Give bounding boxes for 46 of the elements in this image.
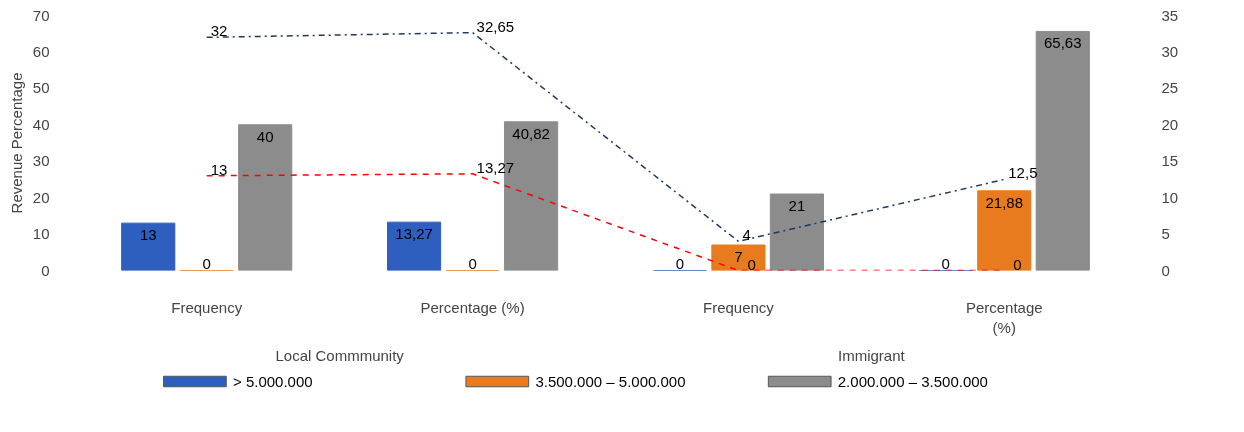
x-tick-label: Percentage (%) [965, 298, 1043, 336]
y-tick-label: 30 [32, 152, 50, 170]
data-label: 21 [788, 197, 806, 214]
data-label: 7 [734, 248, 743, 265]
y2-tick-label: 5 [1161, 225, 1170, 243]
y-tick-label: 70 [32, 6, 50, 24]
y2-tick-label: 0 [1161, 261, 1170, 279]
y-tick-label: 40 [32, 115, 50, 133]
y-tick-label: 60 [32, 42, 50, 60]
y-tick-label: 10 [32, 225, 50, 243]
data-label: 32 [210, 22, 228, 40]
data-label: 0 [675, 254, 685, 272]
y2-tick-label: 15 [1161, 152, 1179, 170]
y-tick-label: 0 [41, 261, 50, 279]
data-label: 21,88 [985, 193, 1024, 211]
y-tick-label: 50 [32, 79, 50, 97]
legend-label: 3.500.000 – 5.000.000 [535, 373, 686, 390]
data-label: 13 [139, 226, 157, 244]
text: Local Commmunity [275, 346, 405, 364]
data-label: 65,63 [1044, 34, 1082, 52]
x-tick-label: Percentage (%) [420, 298, 525, 316]
y2-tick-label: 35 [1161, 6, 1179, 24]
y2-tick-label: 30 [1161, 42, 1179, 60]
data-label: 13,27 [476, 158, 515, 176]
y2-tick-label: 25 [1161, 79, 1179, 97]
data-label: 0 [1013, 255, 1022, 273]
data-label: 4 [742, 226, 751, 244]
text: Immigrant [838, 346, 906, 364]
y-axis-title: Revenue Percentage [7, 72, 25, 214]
data-label: 0 [468, 254, 477, 272]
data-label: 0 [941, 254, 950, 272]
y2-tick-label: 20 [1161, 115, 1179, 133]
data-label: 13 [210, 160, 228, 178]
data-label: 13,27 [395, 225, 433, 243]
data-label: 12,5 [1008, 164, 1038, 182]
x-tick-label: Frequency [171, 298, 243, 316]
data-label: 40 [256, 127, 274, 145]
y-tick-label: 20 [32, 188, 50, 206]
y2-tick-label: 10 [1161, 188, 1179, 206]
data-label: 40,82 [512, 124, 550, 142]
data-label: 32,65 [476, 17, 515, 35]
legend-label: > 5.000.000 [232, 373, 313, 390]
data-label: 0 [747, 255, 756, 273]
data-label: 0 [202, 254, 211, 272]
x-tick-label: Frequency [702, 298, 775, 316]
legend-label: 2.000.000 – 3.500.000 [837, 373, 988, 390]
